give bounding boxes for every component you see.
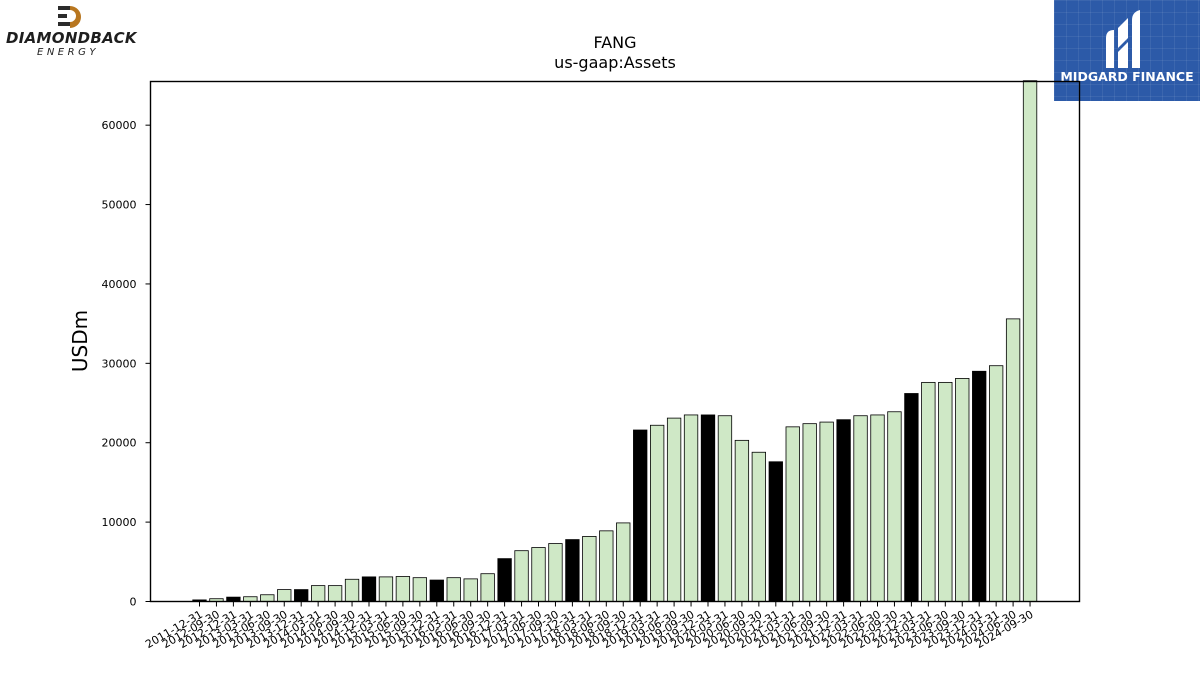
midgard-mark-icon: [1106, 10, 1140, 68]
bar-2018-03-31: [582, 536, 597, 602]
y-tick-label: 40000: [102, 278, 137, 291]
bar-2013-12-31: [294, 589, 309, 602]
bar-2022-09-30: [887, 411, 902, 602]
bar-2024-09-30: [1022, 80, 1038, 602]
y-tick-label: 50000: [102, 199, 137, 212]
bar-2021-06-30: [802, 423, 817, 602]
midgard-finance-logo: MIDGARD FINANCE: [1054, 0, 1200, 101]
bar-2016-03-31: [446, 577, 461, 602]
bar-2013-06-30: [260, 594, 275, 602]
bar-series: [192, 80, 1038, 602]
bar-2014-09-30: [344, 578, 360, 602]
logo-sub-text: ENERGY: [37, 47, 99, 58]
bar-2016-12-31: [497, 558, 512, 602]
bar-2024-03-31: [989, 365, 1004, 602]
y-tick-label: 20000: [102, 437, 137, 450]
bar-2022-12-31: [904, 393, 919, 602]
bar-2017-03-31: [514, 550, 529, 602]
bar-2017-09-30: [548, 543, 563, 602]
bar-2014-12-31: [361, 576, 377, 602]
bar-2015-03-31: [378, 576, 394, 602]
bar-2023-06-30: [938, 381, 953, 602]
bar-2018-09-30: [616, 522, 631, 602]
bar-2021-03-31: [785, 426, 800, 602]
bar-2016-06-30: [463, 578, 478, 602]
bar-2022-06-30: [870, 414, 885, 602]
bar-2015-12-31: [429, 579, 444, 602]
bar-2014-06-30: [327, 585, 343, 602]
chart-title: FANG: [593, 33, 636, 52]
y-axis-ticks: 0 10000 20000 30000 40000 50000 60000: [102, 119, 151, 609]
diamondback-mark-icon: [58, 6, 81, 28]
bar-2019-06-30: [666, 417, 682, 602]
bar-2023-03-31: [921, 381, 936, 602]
bar-2017-06-30: [531, 547, 546, 602]
bar-2014-03-31: [310, 585, 326, 602]
logo-brand-text: DIAMONDBACK: [6, 29, 137, 47]
bar-2021-12-31: [836, 419, 851, 602]
y-axis-label: USDm: [68, 310, 92, 372]
bar-2019-12-31: [700, 414, 716, 602]
plot-frame: [149, 80, 1081, 603]
y-tick-label: 60000: [102, 119, 137, 132]
bar-2021-09-30: [819, 421, 834, 602]
bar-2020-03-31: [717, 415, 733, 602]
bar-2013-03-31: [243, 596, 258, 602]
bar-2020-12-31: [768, 461, 783, 602]
x-axis-ticks: 2011-12-312012-09-302012-12-312013-03-31…: [143, 601, 1036, 651]
midgard-logo-text: MIDGARD FINANCE: [1060, 69, 1194, 84]
bar-2024-06-30: [1005, 318, 1021, 602]
y-tick-label: 0: [130, 596, 137, 609]
bar-2019-03-31: [650, 424, 665, 602]
bar-2023-09-30: [955, 378, 970, 602]
bar-2016-09-30: [480, 573, 495, 602]
bar-2017-12-31: [565, 539, 580, 602]
bar-2019-09-30: [683, 414, 699, 602]
bar-2020-09-30: [751, 451, 766, 602]
diamondback-logo: DIAMONDBACK ENERGY: [4, 4, 144, 58]
bar-2018-12-31: [633, 429, 648, 602]
bar-2022-03-31: [853, 415, 868, 602]
bar-2018-06-30: [599, 530, 614, 602]
bar-2023-12-31: [972, 370, 987, 602]
bar-2015-06-30: [395, 576, 411, 602]
chart-subtitle: us-gaap:Assets: [554, 53, 676, 72]
bar-2015-09-30: [412, 577, 428, 602]
bar-2013-09-30: [277, 589, 292, 602]
y-tick-label: 10000: [102, 516, 137, 529]
y-tick-label: 30000: [102, 357, 137, 370]
bar-2020-06-30: [734, 439, 750, 602]
